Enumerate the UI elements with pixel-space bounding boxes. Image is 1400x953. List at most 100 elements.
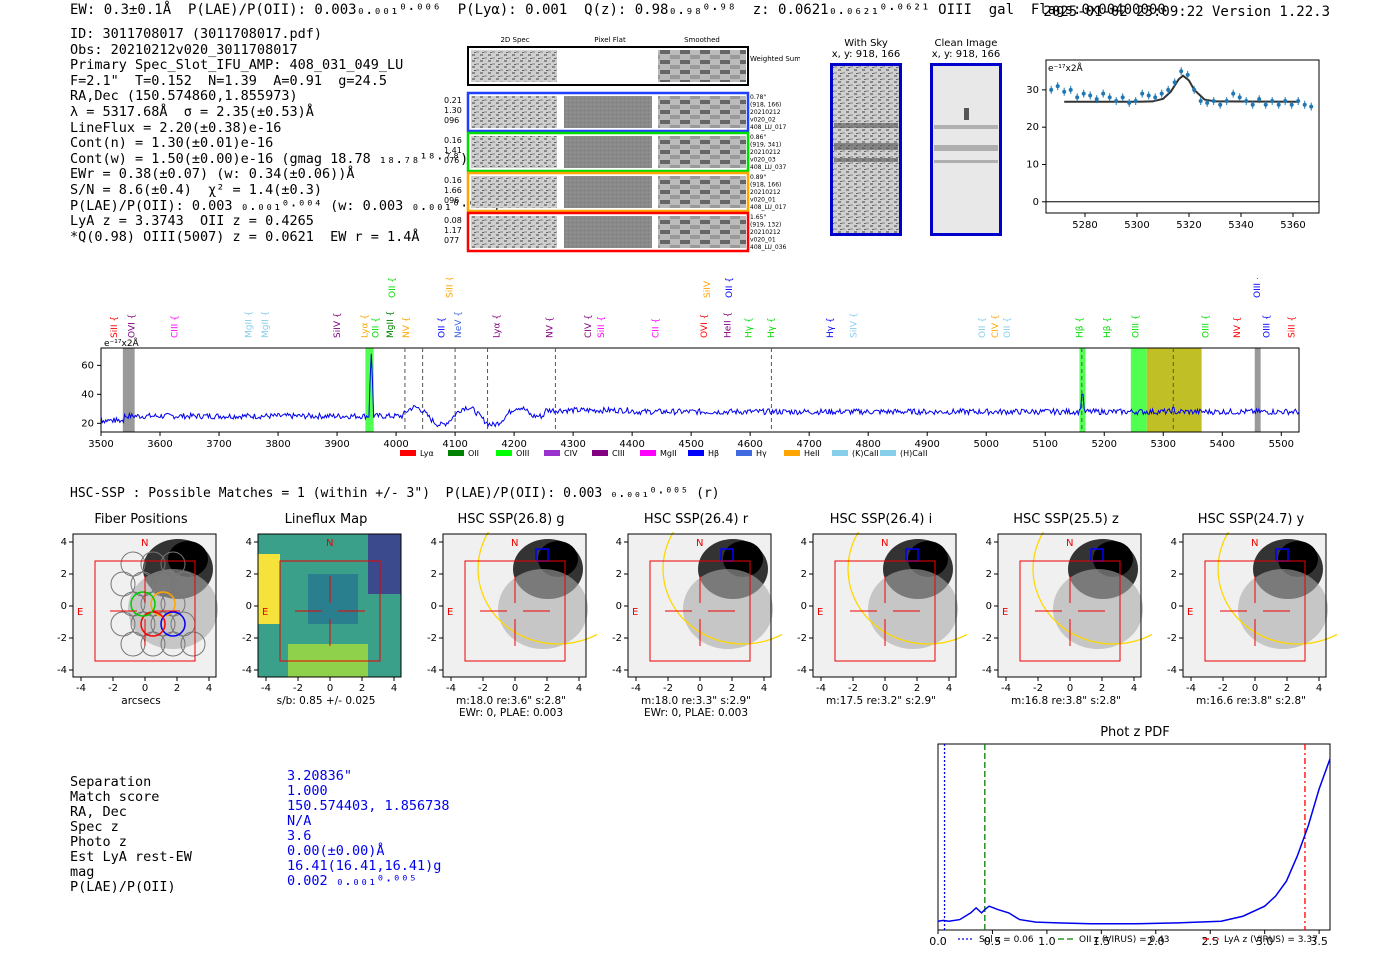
svg-text:0: 0	[246, 601, 252, 612]
y-tick-label: 40	[81, 389, 94, 400]
line-label: CIV {	[584, 314, 594, 338]
line-band	[1130, 348, 1147, 432]
svg-text:4: 4	[431, 537, 437, 548]
svg-text:N: N	[511, 538, 518, 549]
data-point	[1133, 99, 1138, 104]
panel-caption: m:18.0 re:3.6" s:2.8"	[456, 695, 566, 707]
data-point	[1153, 95, 1158, 100]
data-point	[1270, 99, 1275, 104]
photz-title: Phot z PDF	[1100, 725, 1170, 740]
info-line: Cont(w) = 1.50(±0.00)e-16 (gmag 18.78 ₁₈…	[70, 150, 469, 167]
data-point	[1296, 99, 1301, 104]
line-label: Hγ {	[744, 317, 754, 338]
match-label: P(LAE)/P(OII)	[70, 879, 176, 895]
full-spectrum-plot: e⁻¹⁷x2Å SiII {OVI {CIII {MgII {MgII {SiI…	[81, 278, 1300, 458]
weighted-sum-2d	[471, 50, 557, 82]
x-tick-label: 4600	[737, 439, 762, 450]
panel-title: HSC SSP(25.5) z	[1013, 512, 1119, 527]
spec2d-row-frame	[466, 211, 750, 253]
info-line: Obs: 20210212v020_3011708017	[70, 41, 298, 58]
line-label: OII {	[725, 278, 735, 298]
svg-text:2: 2	[1284, 683, 1290, 694]
data-point	[1127, 100, 1132, 105]
svg-text:-2: -2	[242, 633, 252, 644]
spec2d-cell	[471, 136, 557, 168]
smoothed-cell	[658, 96, 746, 128]
match-label: Separation	[70, 774, 152, 790]
data-point	[1140, 91, 1145, 96]
panel-caption-2: EWr: 0, PLAE: 0.003	[643, 707, 749, 719]
legend-label: HeII	[804, 449, 820, 458]
x-tick-label: 4700	[796, 439, 821, 450]
line-label: OVI {	[700, 314, 710, 338]
svg-text:0: 0	[61, 601, 67, 612]
svg-text:-4: -4	[1186, 683, 1196, 694]
data-point	[1101, 91, 1106, 96]
match-value: 3.20836"	[287, 768, 353, 784]
y-tick-label: 0	[1033, 197, 1039, 208]
panel-image: N E -4 -2 0 2 4 4 2 0 -2 -4	[797, 532, 967, 694]
info-line: RA,Dec (150.574860,1.855973)	[70, 88, 298, 105]
data-point	[1062, 89, 1067, 94]
data-point	[1237, 95, 1242, 100]
data-point	[1088, 93, 1093, 98]
svg-text:-2: -2	[848, 683, 858, 694]
legend-swatch	[640, 450, 656, 456]
row-stat: 0.16	[444, 136, 462, 145]
match-label: Photo z	[70, 834, 127, 850]
row-stat: 076	[444, 156, 459, 165]
panel-title: HSC SSP(24.7) y	[1197, 512, 1305, 527]
svg-text:-4: -4	[1001, 683, 1011, 694]
data-point	[1244, 99, 1249, 104]
smoothed-cell	[658, 216, 746, 248]
svg-text:4: 4	[206, 683, 212, 694]
x-tick-label: 0.0	[929, 935, 947, 948]
x-tick-label: 2.0	[1147, 935, 1165, 948]
line-label: SiIV {	[703, 278, 713, 298]
panel-title: HSC SSP(26.8) g	[457, 512, 565, 527]
data-point	[1049, 87, 1054, 92]
line-label: NV {	[545, 317, 555, 338]
data-point	[1192, 87, 1197, 92]
svg-text:-2: -2	[427, 633, 437, 644]
col-header: Smoothed	[684, 36, 720, 44]
data-point	[1224, 99, 1229, 104]
data-point	[1075, 95, 1080, 100]
x-tick-label: 4900	[914, 439, 939, 450]
line-label: Hγ {	[826, 317, 836, 338]
detection-info: ID: 3011708017 (3011708017.pdf) Obs: 202…	[70, 26, 501, 245]
svg-text:4: 4	[761, 683, 767, 694]
line-label: SiII {	[110, 316, 120, 338]
line-label: SiII {	[597, 316, 607, 338]
svg-text:4: 4	[946, 683, 952, 694]
line-label: HeII {	[724, 312, 734, 338]
svg-text:4: 4	[801, 537, 807, 548]
x-tick-label: 5280	[1072, 220, 1097, 231]
line-label: CIII {	[171, 315, 181, 338]
svg-text:0: 0	[882, 683, 888, 694]
svg-text:E: E	[1187, 607, 1193, 618]
x-tick-label: 4000	[383, 439, 408, 450]
legend-swatch	[736, 450, 752, 456]
svg-text:-4: -4	[1167, 665, 1177, 676]
svg-text:-4: -4	[631, 683, 641, 694]
clean-image-cutout	[930, 63, 1002, 236]
line-label: MgII {	[386, 311, 396, 338]
svg-text:E: E	[262, 607, 268, 618]
svg-text:2: 2	[801, 569, 807, 580]
line-label: NV {	[1233, 317, 1243, 338]
legend-label: OII	[468, 449, 479, 458]
x-tick-label: 3800	[265, 439, 290, 450]
clean-image-coords: x, y: 918, 166	[931, 49, 1001, 60]
photz-frame	[937, 743, 1331, 931]
data-point	[1055, 84, 1060, 89]
hsc-panel: HSC SSP(26.4) i N E -4 -2 0 2 4 4 2 0 -2 -4 m:17.5 re…	[795, 512, 967, 722]
row-meta: (919, 341)	[750, 142, 781, 149]
spectrum-curve	[100, 353, 1300, 428]
row-meta: 1.65"	[750, 214, 766, 221]
svg-text:N: N	[881, 538, 888, 549]
row-meta: 408_LU_017	[750, 204, 787, 211]
x-tick-label: 5000	[973, 439, 998, 450]
hsc-panel: Lineflux Map N E -4 -2 0 2 4 4 2 0 -2 -4 s/b: 0.85 +/…	[240, 512, 412, 722]
col-header: Pixel Flat	[594, 36, 626, 44]
